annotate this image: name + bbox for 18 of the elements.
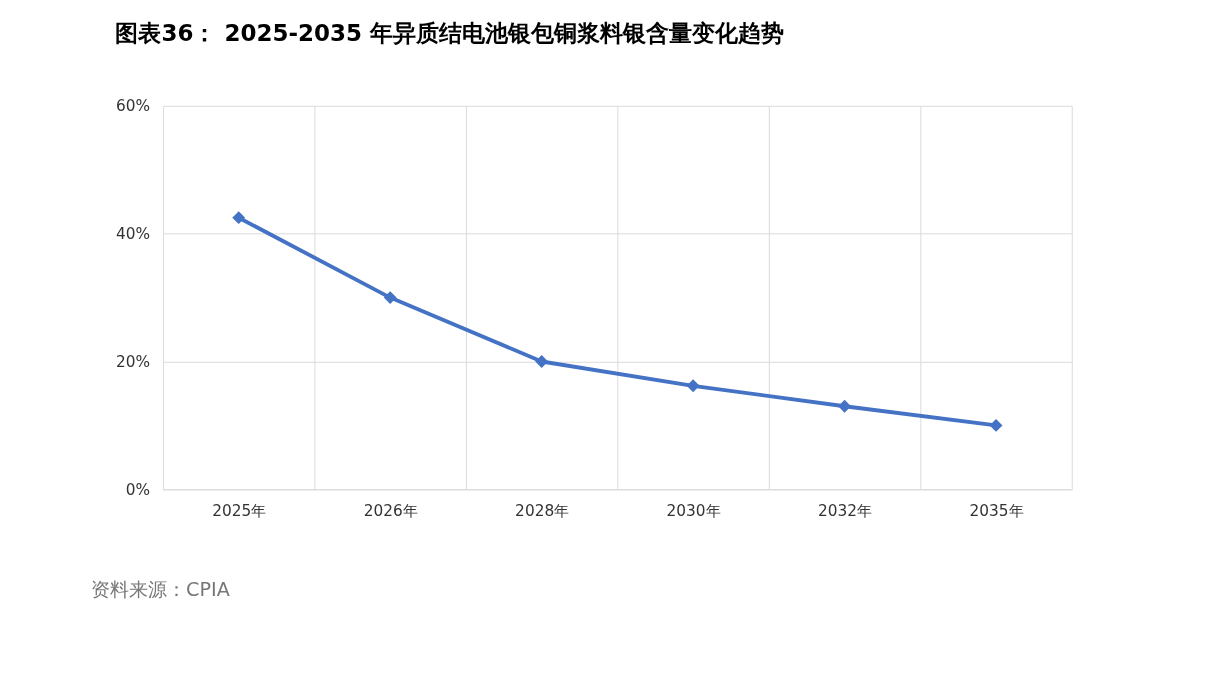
- x-tick-label: 2030年: [666, 501, 721, 520]
- point: [838, 399, 852, 413]
- x-tick-label: 2035年: [969, 501, 1024, 520]
- x-tick-label: 2028年: [515, 501, 570, 520]
- y-tick-label: 40%: [115, 224, 151, 243]
- text: 资料来源：CPIA: [91, 577, 230, 601]
- point: [686, 379, 700, 393]
- x-tick-label: 2025年: [212, 501, 267, 520]
- x-tick-label: 2032年: [818, 501, 873, 520]
- point: [535, 355, 549, 368]
- y-tick-label: 20%: [115, 352, 151, 371]
- y-tick-label: 0%: [125, 480, 151, 499]
- x-tick-label: 2026年: [363, 501, 418, 520]
- point: [383, 291, 397, 305]
- chart-title: 图表36： 2025-2035 年异质结电池银包铜浆料银含量变化趋势: [115, 19, 785, 46]
- point: [989, 418, 1003, 432]
- y-tick-label: 60%: [115, 97, 151, 116]
- point: [232, 211, 246, 225]
